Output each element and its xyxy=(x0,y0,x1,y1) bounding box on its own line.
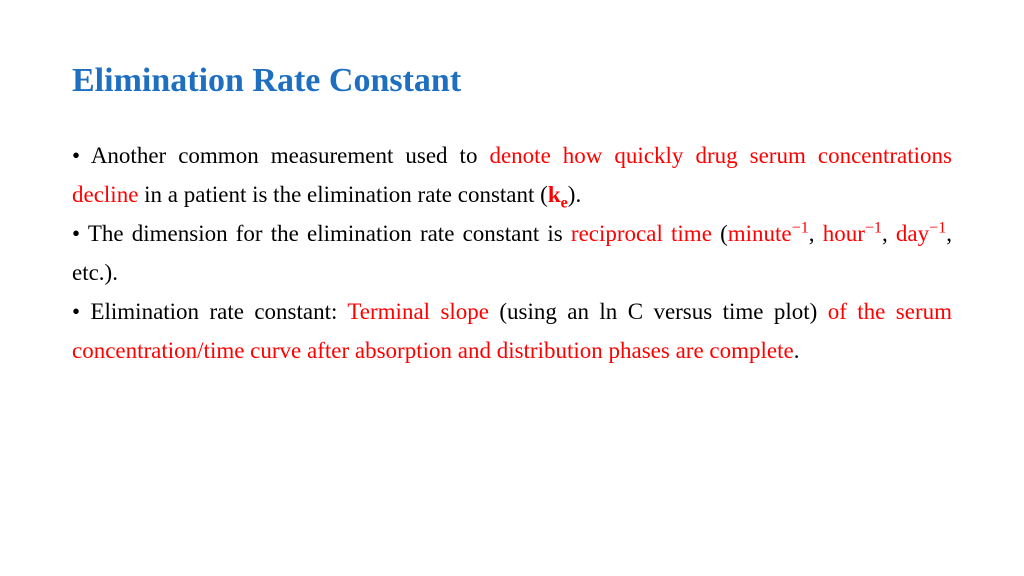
unit-minute: minute xyxy=(728,221,792,246)
text-segment: (using an ln C versus time plot) xyxy=(489,299,828,324)
slide-title: Elimination Rate Constant xyxy=(72,62,952,100)
bullet-3: • Elimination rate constant: Terminal sl… xyxy=(72,292,952,370)
slide-body: • Another common measurement used to den… xyxy=(72,136,952,371)
text-segment: The dimension for the elimination rate c… xyxy=(80,221,571,246)
symbol-k-sub: e xyxy=(561,195,568,212)
unit-day: day xyxy=(896,221,929,246)
text-segment: Elimination rate constant: xyxy=(80,299,347,324)
text-segment: ( xyxy=(712,221,728,246)
comma: , xyxy=(809,221,823,246)
bullet-dot: • xyxy=(72,221,80,246)
unit-day-exp: −1 xyxy=(929,220,946,237)
unit-hour-exp: −1 xyxy=(865,220,882,237)
text-segment: . xyxy=(794,338,800,363)
bullet-dot: • xyxy=(72,299,80,324)
highlight-segment: reciprocal time xyxy=(571,221,712,246)
text-segment: Another common measurement used to xyxy=(80,143,489,168)
bullet-dot: • xyxy=(72,143,80,168)
unit-minute-exp: −1 xyxy=(792,220,809,237)
text-segment: in a patient is the elimination rate con… xyxy=(138,182,547,207)
symbol-k: k xyxy=(548,182,561,207)
bullet-2: • The dimension for the elimination rate… xyxy=(72,214,952,292)
text-segment: ). xyxy=(568,182,581,207)
bullet-1: • Another common measurement used to den… xyxy=(72,136,952,214)
unit-hour: hour xyxy=(823,221,865,246)
comma: , xyxy=(882,221,896,246)
highlight-segment: Terminal slope xyxy=(347,299,489,324)
slide: Elimination Rate Constant • Another comm… xyxy=(0,0,1024,576)
